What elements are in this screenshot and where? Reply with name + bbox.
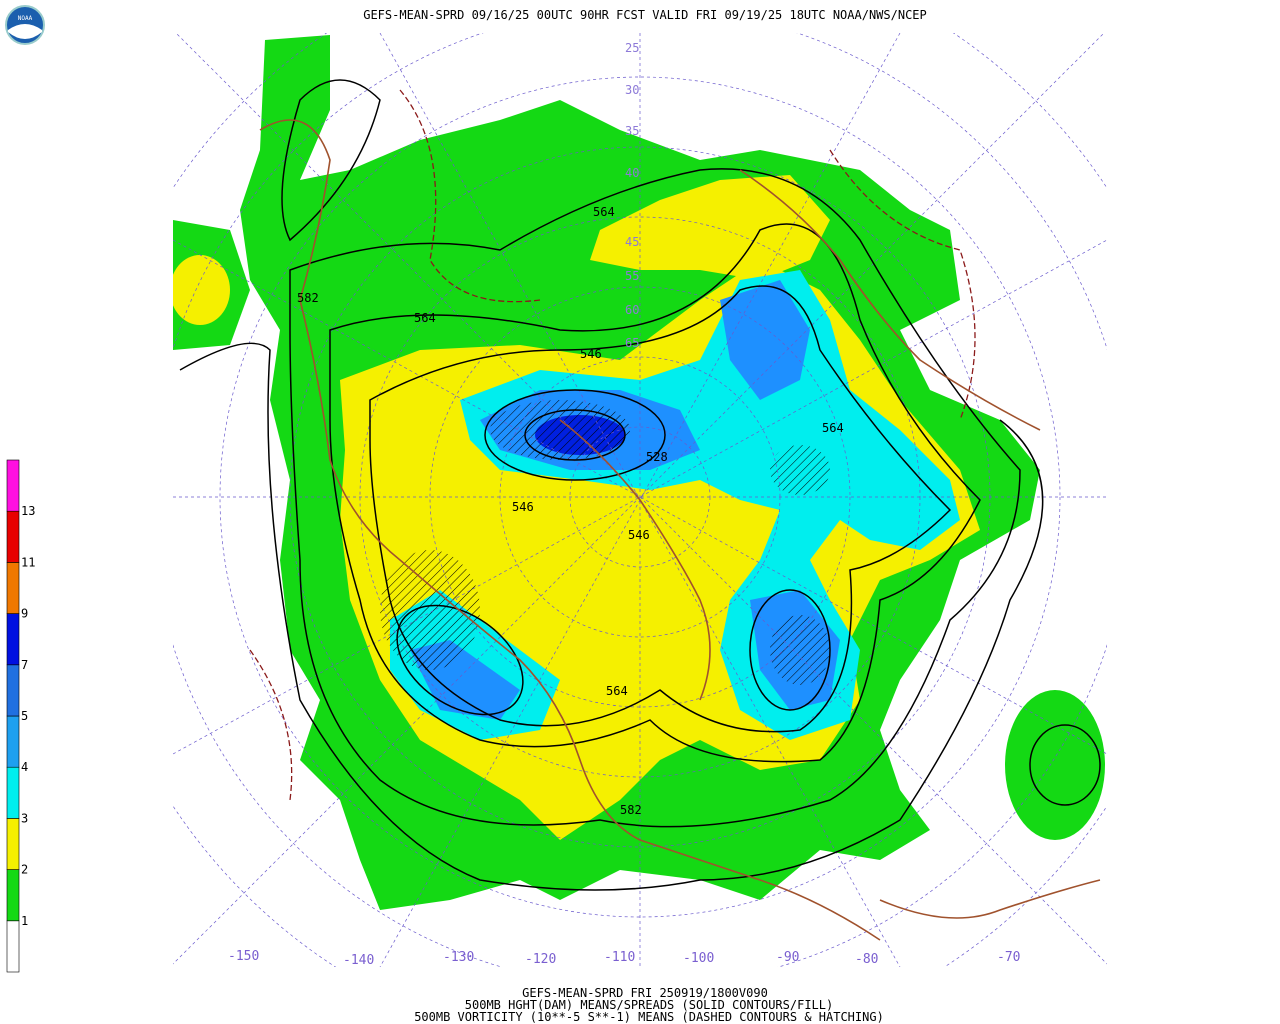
legend-swatch: [6, 715, 20, 768]
contour-label: 546: [628, 528, 650, 542]
legend-label: 5: [21, 709, 28, 723]
legend-swatch: [6, 766, 20, 819]
legend-swatch: [6, 920, 20, 973]
legend-label: 13: [21, 504, 35, 518]
lat-label: 30: [625, 83, 639, 97]
footer-line: 500MB HGHT(DAM) MEANS/SPREADS (SOLID CON…: [465, 998, 833, 1012]
lat-label: 45: [625, 235, 639, 249]
legend-label: 7: [21, 658, 28, 672]
legend-swatch: [6, 818, 20, 870]
contour-label: 546: [512, 500, 534, 514]
color-legend: 1 2 3 4 5 7 9 11 13: [6, 459, 35, 973]
lon-label: -90: [776, 950, 799, 965]
legend-swatch: [6, 510, 20, 563]
longitude-labels: -150 -140 -130 -120 -110 -100 -90 -80 -7…: [228, 949, 1020, 968]
contour-label: 564: [414, 311, 436, 325]
lon-label: -100: [683, 951, 714, 966]
lon-label: -110: [604, 950, 635, 965]
lat-label: 55: [625, 269, 639, 283]
latitude-labels: 25 30 35 40 45 55 60 65: [625, 41, 639, 350]
lat-label: 65: [625, 336, 639, 350]
lat-label: 35: [625, 124, 639, 138]
lon-label: -130: [443, 950, 474, 965]
legend-swatch: [6, 459, 20, 512]
lon-label: -150: [228, 949, 259, 964]
contour-label: 528: [646, 450, 668, 464]
contour-label: 564: [593, 205, 615, 219]
legend-label: 9: [21, 607, 28, 621]
legend-label: 11: [21, 555, 35, 569]
lon-label: -120: [525, 952, 556, 967]
legend-swatch: [6, 869, 20, 922]
lon-label: -80: [855, 952, 878, 967]
lat-label: 60: [625, 303, 639, 317]
contour-label: 582: [620, 803, 642, 817]
lat-label: 40: [625, 166, 639, 180]
footer-line: 500MB VORTICITY (10**-5 S**-1) MEANS (DA…: [414, 1010, 884, 1024]
legend-swatch: [6, 613, 20, 666]
noaa-logo: NOAA: [5, 5, 45, 45]
lat-label: 25: [625, 41, 639, 55]
contour-labels: 582 564 564 546 528 546 546 564 564 582: [297, 205, 844, 817]
lon-label: -70: [997, 950, 1020, 965]
legend-label: 1: [21, 914, 28, 928]
contour-label: 564: [606, 684, 628, 698]
footer-line: GEFS-MEAN-SPRD FRI 250919/1800V090: [522, 986, 768, 1000]
legend-label: 4: [21, 760, 28, 774]
contour-label: 546: [580, 347, 602, 361]
map-area: [173, 33, 1107, 967]
contour-label: 564: [822, 421, 844, 435]
logo-text: NOAA: [18, 15, 33, 22]
contour-label: 582: [297, 291, 319, 305]
legend-label: 2: [21, 863, 28, 877]
legend-label: 3: [21, 811, 28, 825]
legend-swatch: [6, 562, 20, 614]
legend-swatch: [6, 664, 20, 717]
map-title: GEFS-MEAN-SPRD 09/16/25 00UTC 90HR FCST …: [363, 8, 927, 22]
lon-label: -140: [343, 953, 374, 968]
